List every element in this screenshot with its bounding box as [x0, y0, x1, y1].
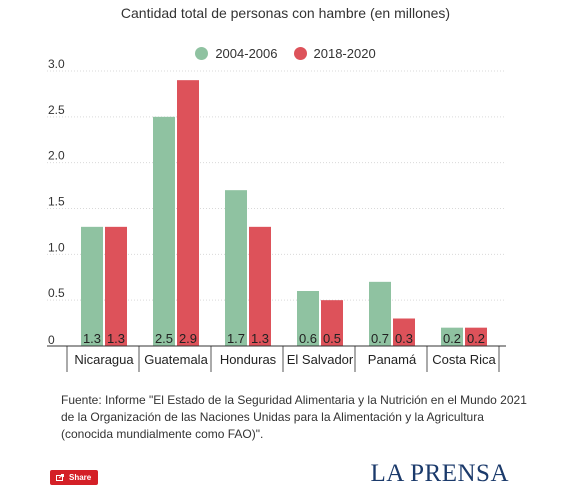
x-tick-label: Guatemala [144, 352, 208, 367]
bar-2[interactable] [465, 327, 487, 346]
bar-2[interactable] [249, 226, 271, 346]
chart-title: Cantidad total de personas con hambre (e… [120, 5, 451, 21]
x-tick-label: Honduras [220, 352, 277, 367]
bar-1[interactable] [153, 116, 175, 346]
bar-value-label: 1.3 [251, 331, 269, 346]
legend-swatch-series-2 [293, 47, 307, 60]
y-tick-label: 3.0 [48, 57, 65, 71]
bar-value-label: 0.2 [467, 331, 485, 346]
brand-logo: LA PRENSA [370, 460, 509, 487]
legend-swatch-series-1 [195, 47, 209, 60]
share-icon [56, 474, 64, 481]
bar-value-label: 1.3 [83, 331, 101, 346]
share-label: Share [69, 473, 92, 482]
bar-2[interactable] [177, 80, 199, 347]
bar-value-label: 0.5 [323, 331, 341, 346]
legend-item-series-2[interactable]: 2018-2020 [293, 46, 376, 61]
bar-value-label: 0.6 [299, 331, 317, 346]
bar-value-label: 2.9 [179, 331, 197, 346]
share-button[interactable]: Share [50, 470, 99, 485]
y-tick-label: 2.5 [48, 103, 65, 117]
legend-item-series-1[interactable]: 2004-2006 [195, 46, 278, 61]
bar-value-label: 1.3 [107, 331, 125, 346]
y-tick-label: 1.0 [48, 240, 65, 254]
y-tick-label: 1.5 [48, 195, 65, 209]
bar-value-label: 1.7 [227, 331, 245, 346]
source-note: Fuente: Informe "El Estado de la Segurid… [61, 393, 527, 441]
bar-chart: 0 0.5 1.0 1.5 2.0 2.5 3.0 1.3 1.3 Nicaragua 2.5 2.9… [47, 57, 506, 372]
x-tick-label: Panamá [368, 352, 417, 367]
bar-1[interactable] [81, 226, 103, 346]
legend: 2004-2006 2018-2020 [0, 46, 571, 61]
x-tick-label: Nicaragua [74, 352, 134, 367]
bar-value-label: 0.2 [443, 331, 461, 346]
bar-2[interactable] [393, 318, 415, 347]
bar-1[interactable] [369, 281, 391, 346]
bar-2[interactable] [321, 300, 343, 346]
y-tick-label: 0 [48, 333, 55, 347]
x-tick-label: El Salvador [287, 352, 354, 367]
bar-value-label: 0.3 [395, 331, 413, 346]
bar-1[interactable] [225, 190, 247, 346]
legend-label-series-1: 2004-2006 [215, 46, 278, 61]
bar-value-label: 2.5 [155, 331, 173, 346]
y-tick-label: 2.0 [48, 149, 65, 163]
legend-label-series-2: 2018-2020 [313, 46, 376, 61]
bar-1[interactable] [297, 291, 319, 346]
bar-2[interactable] [105, 226, 127, 346]
bar-1[interactable] [441, 327, 463, 346]
x-tick-label: Costa Rica [432, 352, 496, 367]
y-tick-label: 0.5 [48, 286, 65, 300]
bar-value-label: 0.7 [371, 331, 389, 346]
